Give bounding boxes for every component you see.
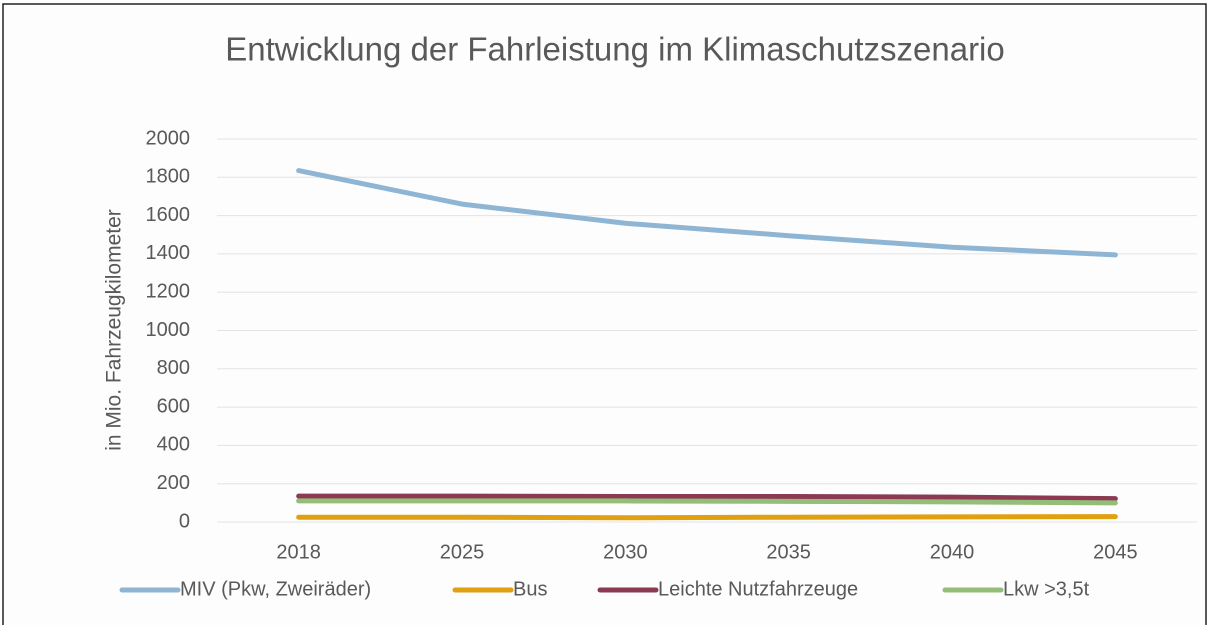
x-tick-label: 2045	[1093, 541, 1138, 563]
y-tick-label: 2000	[146, 127, 191, 149]
y-tick-label: 800	[157, 357, 190, 379]
series-line	[296, 498, 1118, 506]
legend-label: Leichte Nutzfahrzeuge	[658, 578, 858, 600]
series-line	[296, 493, 1118, 502]
legend-label: MIV (Pkw, Zweiräder)	[180, 578, 371, 600]
y-tick-label: 1200	[146, 280, 191, 302]
y-tick-label: 200	[157, 472, 190, 494]
y-tick-label: 1400	[146, 242, 191, 264]
y-axis-label: in Mio. Fahrzeugkilometer	[103, 209, 126, 451]
y-tick-label: 1800	[146, 166, 191, 188]
y-tick-label: 1000	[146, 319, 191, 341]
y-tick-label: 1600	[146, 204, 191, 226]
x-tick-label: 2040	[930, 541, 975, 563]
x-tick-label: 2035	[766, 541, 811, 563]
x-tick-label: 2030	[603, 541, 648, 563]
series-line	[296, 168, 1118, 258]
x-tick-label: 2018	[276, 541, 321, 563]
x-tick-label: 2025	[440, 541, 485, 563]
y-tick-label: 400	[157, 434, 190, 456]
series-line	[296, 514, 1118, 521]
legend-label: Lkw >3,5t	[1003, 578, 1090, 600]
legend-label: Bus	[513, 578, 547, 600]
y-tick-label: 600	[157, 395, 190, 417]
chart-title: Entwicklung der Fahrleistung im Klimasch…	[225, 31, 1005, 68]
y-tick-label: 0	[179, 510, 190, 532]
